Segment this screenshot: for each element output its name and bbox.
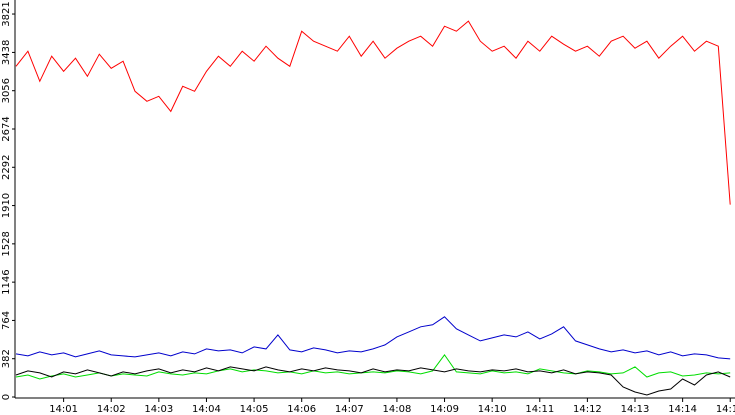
x-tick-label: 14:02: [97, 404, 126, 415]
x-tick-label: 14:14: [668, 404, 697, 415]
x-tick-label: 14:04: [192, 404, 221, 415]
x-tick-label: 14:15: [716, 404, 735, 415]
x-tick-label: 14:07: [335, 404, 364, 415]
y-tick-label: 1910: [1, 193, 12, 218]
y-tick-label: 3056: [1, 78, 12, 103]
x-tick-label: 14:01: [49, 404, 78, 415]
x-tick-label: 14:09: [430, 404, 459, 415]
y-tick-label: 1146: [1, 269, 12, 294]
x-tick-label: 14:12: [573, 404, 602, 415]
y-tick-label: 382: [1, 349, 12, 368]
x-tick-label: 14:06: [287, 404, 316, 415]
y-tick-label: 2674: [1, 116, 12, 141]
y-tick-label: 3821: [1, 1, 12, 26]
x-tick-label: 14:10: [478, 404, 507, 415]
x-tick-label: 14:11: [525, 404, 554, 415]
x-tick-label: 14:13: [621, 404, 650, 415]
y-tick-label: 764: [1, 311, 12, 330]
y-tick-label: 3438: [1, 40, 12, 65]
series-line: [15, 354, 731, 380]
x-tick-label: 14:05: [240, 404, 269, 415]
y-tick-label: 2292: [1, 155, 12, 180]
series-line: [15, 20, 731, 205]
x-tick-label: 14:08: [383, 404, 412, 415]
x-tick-label: 14:03: [144, 404, 173, 415]
y-tick-label: 1528: [1, 231, 12, 256]
series-line: [15, 366, 731, 396]
y-tick-label: 0: [1, 394, 12, 400]
series-line: [15, 316, 731, 360]
